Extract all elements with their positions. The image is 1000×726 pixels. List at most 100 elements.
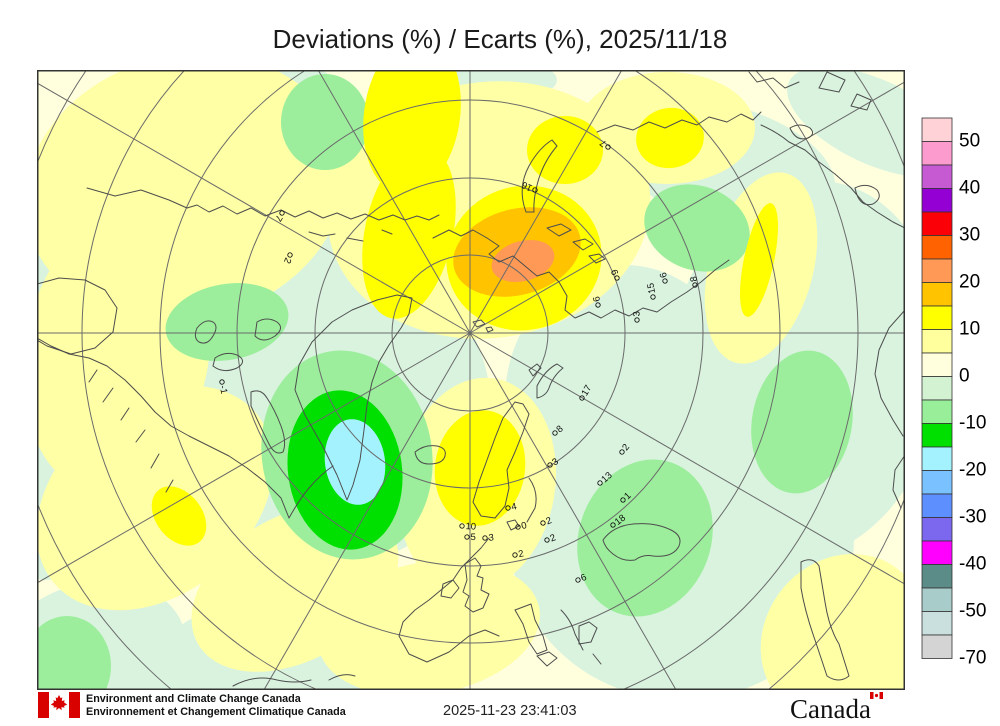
station-marker: 2 bbox=[619, 442, 632, 455]
colorbar-swatch bbox=[921, 282, 953, 307]
deviation-region-lightgreen bbox=[281, 74, 369, 170]
coastline bbox=[546, 223, 606, 264]
station-dot bbox=[505, 505, 511, 511]
station-value: 7 bbox=[272, 213, 284, 223]
deviation-region-yellow bbox=[527, 116, 603, 184]
station-marker: 7 bbox=[598, 137, 611, 150]
station-marker: 2 bbox=[512, 548, 525, 560]
coastline bbox=[308, 229, 393, 242]
coastline bbox=[472, 401, 537, 531]
colorbar-swatch bbox=[921, 235, 953, 260]
station-value: 8 bbox=[688, 275, 700, 282]
station-marker: 5 bbox=[464, 532, 476, 543]
station-dot bbox=[610, 522, 616, 528]
station-dot bbox=[552, 430, 558, 436]
coastline bbox=[288, 465, 334, 519]
colorbar-label: 40 bbox=[959, 178, 980, 199]
station-marker: 3 bbox=[547, 456, 561, 468]
station-dot bbox=[464, 534, 470, 540]
station-marker: 2 bbox=[544, 532, 557, 544]
station-dot bbox=[459, 523, 465, 529]
meridian-line bbox=[37, 332, 471, 584]
station-dot bbox=[614, 275, 620, 281]
coastline bbox=[789, 124, 880, 206]
station-marker: 3 bbox=[631, 311, 643, 323]
coastline bbox=[874, 309, 905, 509]
station-value: 3 bbox=[631, 311, 642, 317]
colorbar-swatch bbox=[921, 376, 953, 401]
colorbar-swatch bbox=[921, 540, 953, 565]
station-value: 18 bbox=[613, 513, 628, 528]
coastlines bbox=[37, 71, 905, 687]
colorbar-swatch bbox=[921, 352, 953, 377]
colorbar-label: -10 bbox=[959, 413, 986, 434]
department-name-en: Environment and Climate Change Canada bbox=[86, 693, 301, 705]
colorbar-swatch bbox=[921, 164, 953, 189]
deviation-region-lightgreen bbox=[37, 616, 111, 690]
station-marker: 6 bbox=[658, 271, 670, 284]
deviation-region-lightgreen bbox=[644, 184, 750, 272]
coastline bbox=[472, 319, 494, 333]
station-value: 2 bbox=[281, 256, 293, 265]
colorbar-swatch bbox=[921, 587, 953, 612]
station-marker: 16 bbox=[520, 179, 538, 193]
meridian-line bbox=[317, 70, 471, 334]
station-dot bbox=[532, 187, 538, 193]
station-value: 8 bbox=[554, 423, 565, 435]
station-dot bbox=[544, 537, 550, 543]
station-dot bbox=[634, 317, 640, 323]
colorbar-label: 20 bbox=[959, 272, 980, 293]
colorbar-label: 50 bbox=[959, 131, 980, 152]
wordmark-flag-icon bbox=[869, 692, 883, 699]
coastline bbox=[818, 71, 872, 111]
station-marker: 3 bbox=[482, 532, 494, 544]
station-dot bbox=[579, 395, 585, 401]
station-dot bbox=[219, 379, 225, 385]
colorbar-swatch bbox=[921, 258, 953, 283]
deviation-region-paleyellow bbox=[318, 560, 540, 690]
station-dot bbox=[547, 462, 553, 468]
station-value: 6 bbox=[579, 572, 588, 584]
station-dot bbox=[287, 252, 293, 258]
station-marker: 8 bbox=[552, 423, 566, 436]
station-dot bbox=[515, 524, 521, 530]
colorbar-label: -30 bbox=[959, 507, 986, 528]
canada-wordmark-text: Canada bbox=[790, 694, 871, 724]
station-value: 3 bbox=[488, 532, 494, 543]
station-value: 7 bbox=[598, 137, 609, 149]
colorbar-label: -40 bbox=[959, 554, 986, 575]
colorbar-swatch bbox=[921, 141, 953, 166]
meridian-line bbox=[469, 70, 623, 334]
station-marker: 0 bbox=[515, 520, 528, 532]
deviation-region-salmon bbox=[491, 239, 555, 283]
station-value: 3 bbox=[550, 456, 560, 468]
station-marker: 9 bbox=[609, 268, 621, 281]
meridian-line bbox=[469, 81, 905, 334]
station-dot bbox=[662, 278, 668, 284]
deviation-region-yellow bbox=[151, 486, 207, 546]
coastline bbox=[232, 674, 356, 687]
station-marker: 6 bbox=[591, 295, 603, 308]
colorbar-swatch bbox=[921, 470, 953, 495]
deviation-region-lightgreen bbox=[751, 350, 853, 494]
department-name-fr: Environnement et Changement Climatique C… bbox=[86, 705, 346, 718]
colorbar-swatch bbox=[921, 564, 953, 589]
station-value: 0 bbox=[520, 520, 528, 532]
colorbar-swatch bbox=[921, 329, 953, 354]
colorbar-swatch bbox=[921, 634, 953, 659]
colorbar-swatch bbox=[921, 305, 953, 330]
station-marker: 2 bbox=[281, 252, 293, 265]
station-value: 15 bbox=[645, 282, 658, 294]
colorbar-label: 30 bbox=[959, 225, 980, 246]
coastline bbox=[602, 523, 681, 561]
coastline bbox=[398, 537, 602, 667]
coastline bbox=[440, 557, 490, 613]
coastline bbox=[88, 369, 174, 493]
colorbar-swatch bbox=[921, 423, 953, 448]
station-marker: 6 bbox=[575, 572, 588, 584]
station-value: 10 bbox=[465, 521, 476, 532]
station-dot bbox=[692, 282, 698, 288]
coastline bbox=[432, 229, 730, 319]
station-value: 6 bbox=[658, 271, 670, 279]
